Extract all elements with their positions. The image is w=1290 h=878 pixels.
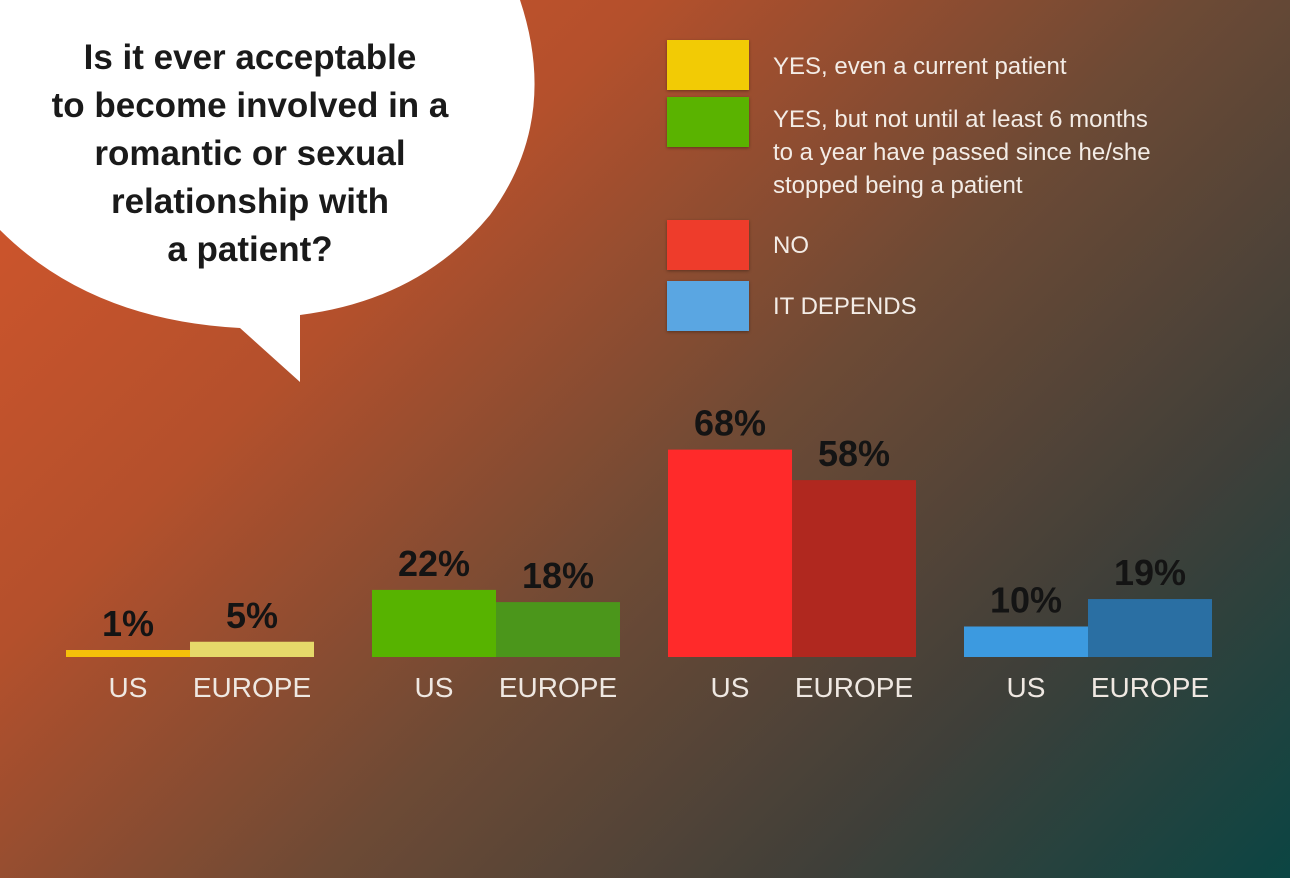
question-line-4: relationship with (110, 182, 390, 221)
category-label-yes-current-us: US (109, 672, 148, 703)
legend-swatch-it-depends (667, 281, 749, 331)
bar-yes-current-europe (190, 641, 314, 657)
bar-no-europe (792, 480, 916, 657)
question-line-1: Is it ever acceptable (83, 38, 417, 77)
category-label-yes-later-europe: EUROPE (499, 672, 617, 703)
legend-swatch-yes-current (667, 40, 749, 90)
legend-label-it-depends: IT DEPENDS (773, 293, 917, 320)
value-label-no-us: 68% (694, 403, 766, 444)
bar-yes-current-us (66, 650, 190, 657)
speech-bubble (0, 0, 535, 382)
value-label-it-depends-europe: 19% (1114, 552, 1186, 593)
value-label-yes-later-europe: 18% (522, 555, 594, 596)
bar-it-depends-europe (1088, 599, 1212, 657)
question-line-2: to become involved in a (51, 86, 449, 125)
category-label-yes-later-us: US (415, 672, 454, 703)
category-label-no-europe: EUROPE (795, 672, 913, 703)
bar-yes-later-europe (496, 602, 620, 657)
bar-no-us (668, 449, 792, 657)
legend-swatch-yes-later (667, 97, 749, 147)
legend-label-yes-current: YES, even a current patient (773, 53, 1067, 80)
category-label-it-depends-europe: EUROPE (1091, 672, 1209, 703)
bar-it-depends-us (964, 626, 1088, 657)
category-label-it-depends-us: US (1007, 672, 1046, 703)
legend-label-no: NO (773, 232, 809, 259)
value-label-yes-current-europe: 5% (226, 595, 278, 636)
question-line-3: romantic or sexual (94, 134, 406, 173)
value-label-it-depends-us: 10% (990, 580, 1062, 621)
category-label-no-us: US (711, 672, 750, 703)
legend-label-yes-later: YES, but not until at least 6 months to … (773, 106, 1151, 199)
category-label-yes-current-europe: EUROPE (193, 672, 311, 703)
bar-yes-later-us (372, 589, 496, 657)
value-label-yes-current-us: 1% (102, 603, 154, 644)
value-label-yes-later-us: 22% (398, 543, 470, 584)
question-line-5: a patient? (167, 230, 333, 269)
value-label-no-europe: 58% (818, 433, 890, 474)
legend-swatch-no (667, 220, 749, 270)
